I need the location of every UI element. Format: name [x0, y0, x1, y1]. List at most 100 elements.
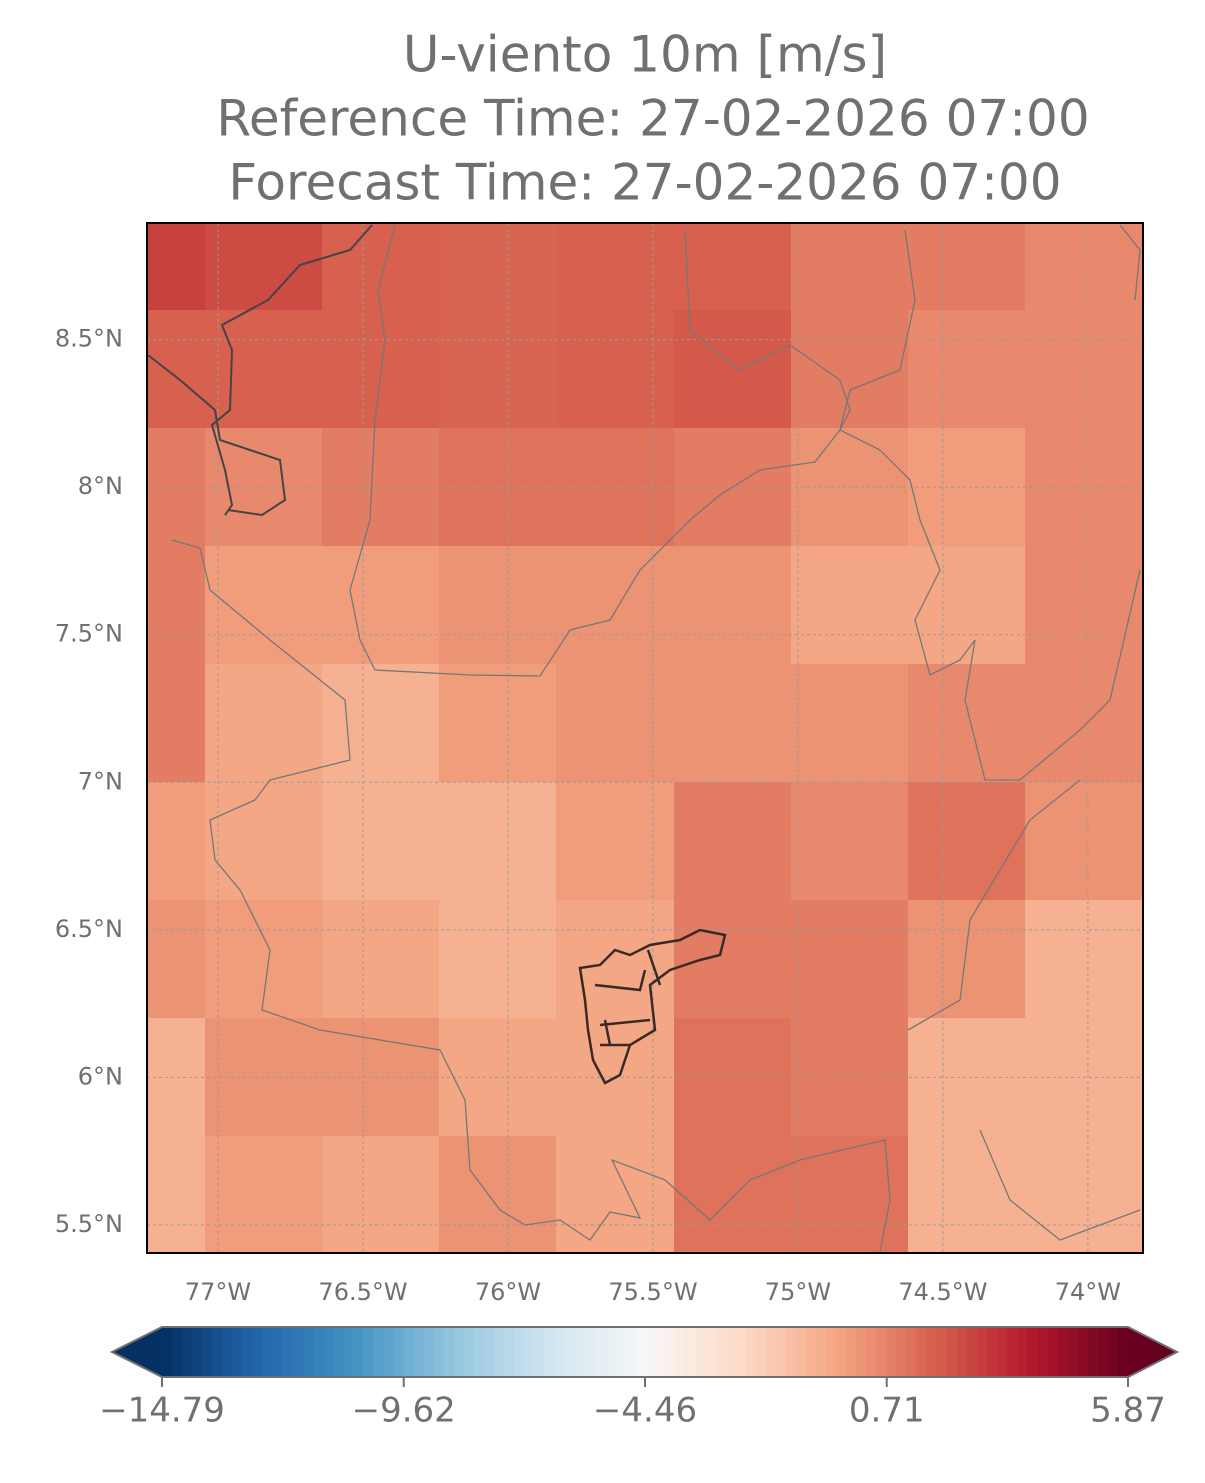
colorbar-segment [494, 1327, 505, 1377]
colorbar-segment [242, 1327, 254, 1377]
colorbar-segment [645, 1327, 656, 1377]
grid-cell [147, 223, 206, 311]
border [171, 539, 891, 1253]
coastline [210, 224, 373, 516]
colorbar-segment [554, 1327, 566, 1377]
colorbar-segment [916, 1327, 928, 1377]
colorbar-segment [956, 1327, 968, 1377]
colorbar-segment [232, 1327, 244, 1377]
colorbar-segment [393, 1327, 405, 1377]
y-tick-label: 7°N [78, 767, 123, 795]
colorbar: −14.79 −9.62 −4.46 0.71 5.87 [99, 1326, 1180, 1431]
x-tick-label: 76°W [475, 1278, 541, 1306]
colorbar-segment [785, 1327, 797, 1377]
grid-cell [674, 310, 792, 429]
grid-cell [674, 1136, 792, 1254]
grid-cell [791, 782, 909, 901]
colorbar-segment [584, 1327, 596, 1377]
colorbar-segment [826, 1327, 837, 1377]
colorbar-segment [1027, 1327, 1039, 1377]
colorbar-segment [524, 1327, 535, 1377]
grid-cell [439, 310, 557, 429]
colorbar-segment [514, 1327, 525, 1377]
colorbar-segment [192, 1327, 203, 1377]
colorbar-segment [353, 1327, 364, 1377]
y-tick-label: 5.5°N [55, 1210, 123, 1238]
colorbar-segment [856, 1327, 867, 1377]
colorbar-segment [443, 1327, 455, 1377]
colorbar-segment [403, 1327, 415, 1377]
colorbar-tick-label: 5.87 [1090, 1391, 1166, 1431]
title-line: Forecast Time: 27-02-2026 07:00 [228, 154, 1061, 212]
grid-cell [556, 223, 675, 311]
grid-cell [908, 546, 1026, 665]
colorbar-tick-label: −9.62 [352, 1391, 456, 1431]
grid-cell [908, 664, 1026, 783]
grid-cell [908, 900, 1026, 1019]
colorbar-segment [896, 1327, 908, 1377]
x-tick-label: 76.5°W [318, 1278, 407, 1306]
colorbar-segment [936, 1327, 948, 1377]
grid-cell [205, 223, 323, 311]
colorbar-segment [323, 1327, 334, 1377]
colorbar-segment [1097, 1327, 1109, 1377]
grid-cell [1025, 1136, 1144, 1254]
y-tick-label: 7.5°N [55, 620, 123, 648]
colorbar-segment [504, 1327, 515, 1377]
colorbar-segment [665, 1327, 676, 1377]
colorbar-segment [484, 1327, 495, 1377]
colorbar-segment [926, 1327, 938, 1377]
coastline [147, 354, 287, 517]
colorbar-segment [846, 1327, 857, 1377]
colorbar-segment [534, 1327, 545, 1377]
colorbar-segment [705, 1327, 717, 1377]
colorbar-segment [806, 1327, 817, 1377]
grid-cell [908, 1136, 1026, 1254]
x-tick-label: 75°W [765, 1278, 831, 1306]
colorbar-segment [453, 1327, 465, 1377]
colorbar-segment [564, 1327, 576, 1377]
title-line: Reference Time: 27-02-2026 07:00 [216, 90, 1089, 148]
grid-cell [439, 1136, 557, 1254]
colorbar-segment [252, 1327, 264, 1377]
colorbar-segment [755, 1327, 767, 1377]
colorbar-segment [423, 1327, 435, 1377]
colorbar-segment [1077, 1327, 1089, 1377]
grid-cell [322, 782, 440, 901]
grid-cell [674, 900, 792, 1019]
grid-cell [439, 900, 557, 1019]
municipality-outline [594, 949, 662, 1047]
grid-cell [556, 546, 675, 665]
colorbar-segment [745, 1327, 757, 1377]
colorbar-segment [866, 1327, 878, 1377]
y-tick-label: 8.5°N [55, 325, 123, 353]
colorbar-segment [1017, 1327, 1028, 1377]
colorbar-segment [1037, 1327, 1049, 1377]
y-tick-label: 8°N [78, 472, 123, 500]
grid-cell [674, 782, 792, 901]
colorbar-segment [604, 1327, 616, 1377]
colorbar-segment [1117, 1327, 1129, 1377]
colorbar-segment [886, 1327, 898, 1377]
colorbar-segment [614, 1327, 626, 1377]
colorbar-segment [594, 1327, 606, 1377]
border [349, 224, 916, 677]
grid-cell [908, 782, 1026, 901]
borders [147, 224, 1141, 1253]
colorbar-segment [292, 1327, 304, 1377]
colorbar-extend [112, 1327, 162, 1377]
grid-cell [1025, 546, 1144, 665]
grid-cell [908, 310, 1026, 429]
colorbar-segment [544, 1327, 556, 1377]
colorbar-segment [1087, 1327, 1099, 1377]
municipalities [578, 928, 727, 1085]
colorbar-segment [433, 1327, 445, 1377]
colorbar-segment [634, 1327, 646, 1377]
grid-cell [147, 900, 206, 1019]
grid-cell [791, 223, 909, 311]
y-tick-label: 6°N [78, 1062, 123, 1090]
grid-cell [147, 310, 206, 429]
grid-cell [1025, 900, 1144, 1019]
colorbar-segment [725, 1327, 737, 1377]
grid-cell [439, 782, 557, 901]
